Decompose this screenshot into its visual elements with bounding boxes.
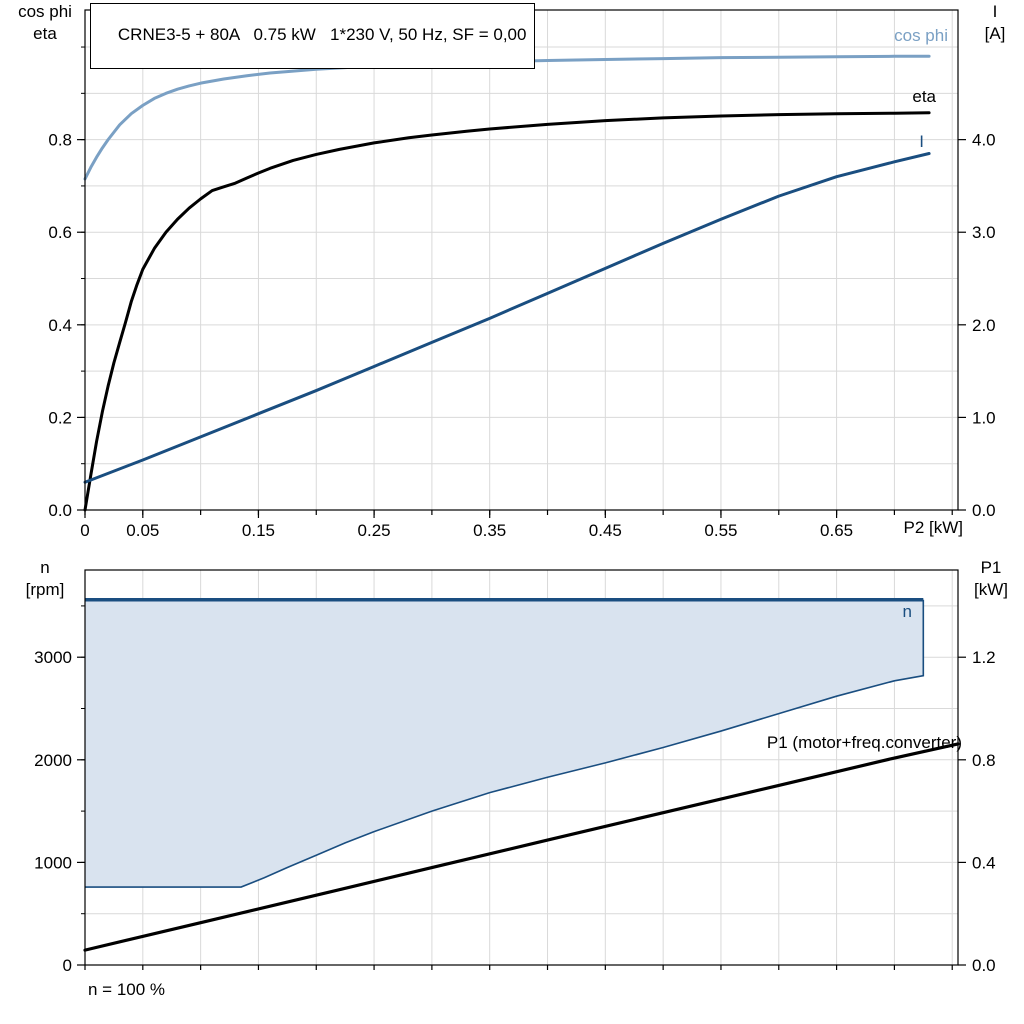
y-right-tick-label: 0.8: [972, 751, 996, 770]
chart-title-box: CRNE3-5 + 80A 0.75 kW 1*230 V, 50 Hz, SF…: [90, 3, 536, 69]
axis-label-n: n: [40, 558, 50, 577]
y-right-tick-label: 2.0: [972, 316, 996, 335]
speed-and-p1-curves: 0 1000 2000 3000 0.0 0.4 0.8 1.2: [34, 569, 996, 975]
axis-label-current: I [A]: [970, 1, 1020, 45]
y-right-tick-label: 1.2: [972, 648, 996, 667]
x-tick-label: 0.25: [358, 521, 391, 540]
axis-label-p1-text: P1: [980, 558, 1002, 577]
y-left-tick-label: 0: [63, 956, 72, 975]
axis-label-i-unit: [A]: [984, 24, 1006, 43]
footnote-speed-percent: n = 100 %: [88, 980, 166, 999]
axis-label-speed: n [rpm]: [10, 557, 80, 601]
y-left-tick-label: 1000: [34, 853, 72, 872]
y-left-tick-label: 0.8: [48, 131, 72, 150]
y-left-tick-label: 0.0: [48, 501, 72, 520]
y-right-tick-label: 1.0: [972, 408, 996, 427]
axis-label-cosphi: cos phi: [18, 2, 72, 21]
x-tick-label: 0.65: [820, 521, 853, 540]
y-right-tick-label: 0.0: [972, 501, 996, 520]
plot-border: [84, 569, 959, 966]
speed-operating-range: [85, 599, 924, 888]
y-right-tick-label: 0.0: [972, 956, 996, 975]
y-left-tick-label: 0.2: [48, 408, 72, 427]
plot-border: [84, 9, 959, 511]
y-left-tick-label: 3000: [34, 648, 72, 667]
x-tick-label: 0.45: [589, 521, 622, 540]
curve-label-current: I: [919, 132, 924, 151]
curve-label-p1: P1 (motor+freq.converter): [766, 733, 962, 752]
axis-label-cosphi-eta: cos phi eta: [4, 1, 86, 45]
y-left-tick-label: 2000: [34, 751, 72, 770]
y-right-tick-label: 0.4: [972, 853, 996, 872]
series-eta: [83, 111, 931, 512]
curve-label-n: n: [902, 602, 912, 621]
axis-label-n-unit: [rpm]: [25, 580, 65, 599]
curve-label-cos-phi: cos phi: [894, 26, 948, 45]
y-left-tick-label: 0.6: [48, 223, 72, 242]
series-p1: [83, 742, 960, 952]
x-tick-label: 0.55: [704, 521, 737, 540]
n-min-speed-line: [85, 599, 925, 888]
chart-title: CRNE3-5 + 80A 0.75 kW 1*230 V, 50 Hz, SF…: [117, 25, 527, 44]
series-cos-phi: [83, 54, 931, 181]
y-right-tick-label: 3.0: [972, 223, 996, 242]
axis-label-eta: eta: [33, 24, 57, 43]
x-tick-label: 0.35: [473, 521, 506, 540]
axis-label-p1: P1 [kW]: [962, 557, 1020, 601]
x-tick-label: 0: [80, 521, 89, 540]
axis-label-p1-unit: [kW]: [974, 580, 1008, 599]
curve-label-eta: eta: [912, 87, 936, 106]
series-current: [83, 152, 931, 484]
x-axis-label-p2: P2 [kW]: [903, 518, 963, 537]
x-tick-label: 0.15: [242, 521, 275, 540]
y-right-tick-label: 4.0: [972, 131, 996, 150]
x-tick-label: 0.05: [126, 521, 159, 540]
motor-performance-curves: 0 0.05 0.15 0.25 0.35 0.45 0.55 0.65 0.0 0.2 0.4 0.…: [48, 9, 996, 540]
y-left-tick-label: 0.4: [48, 316, 72, 335]
axis-label-i: I: [992, 2, 998, 21]
